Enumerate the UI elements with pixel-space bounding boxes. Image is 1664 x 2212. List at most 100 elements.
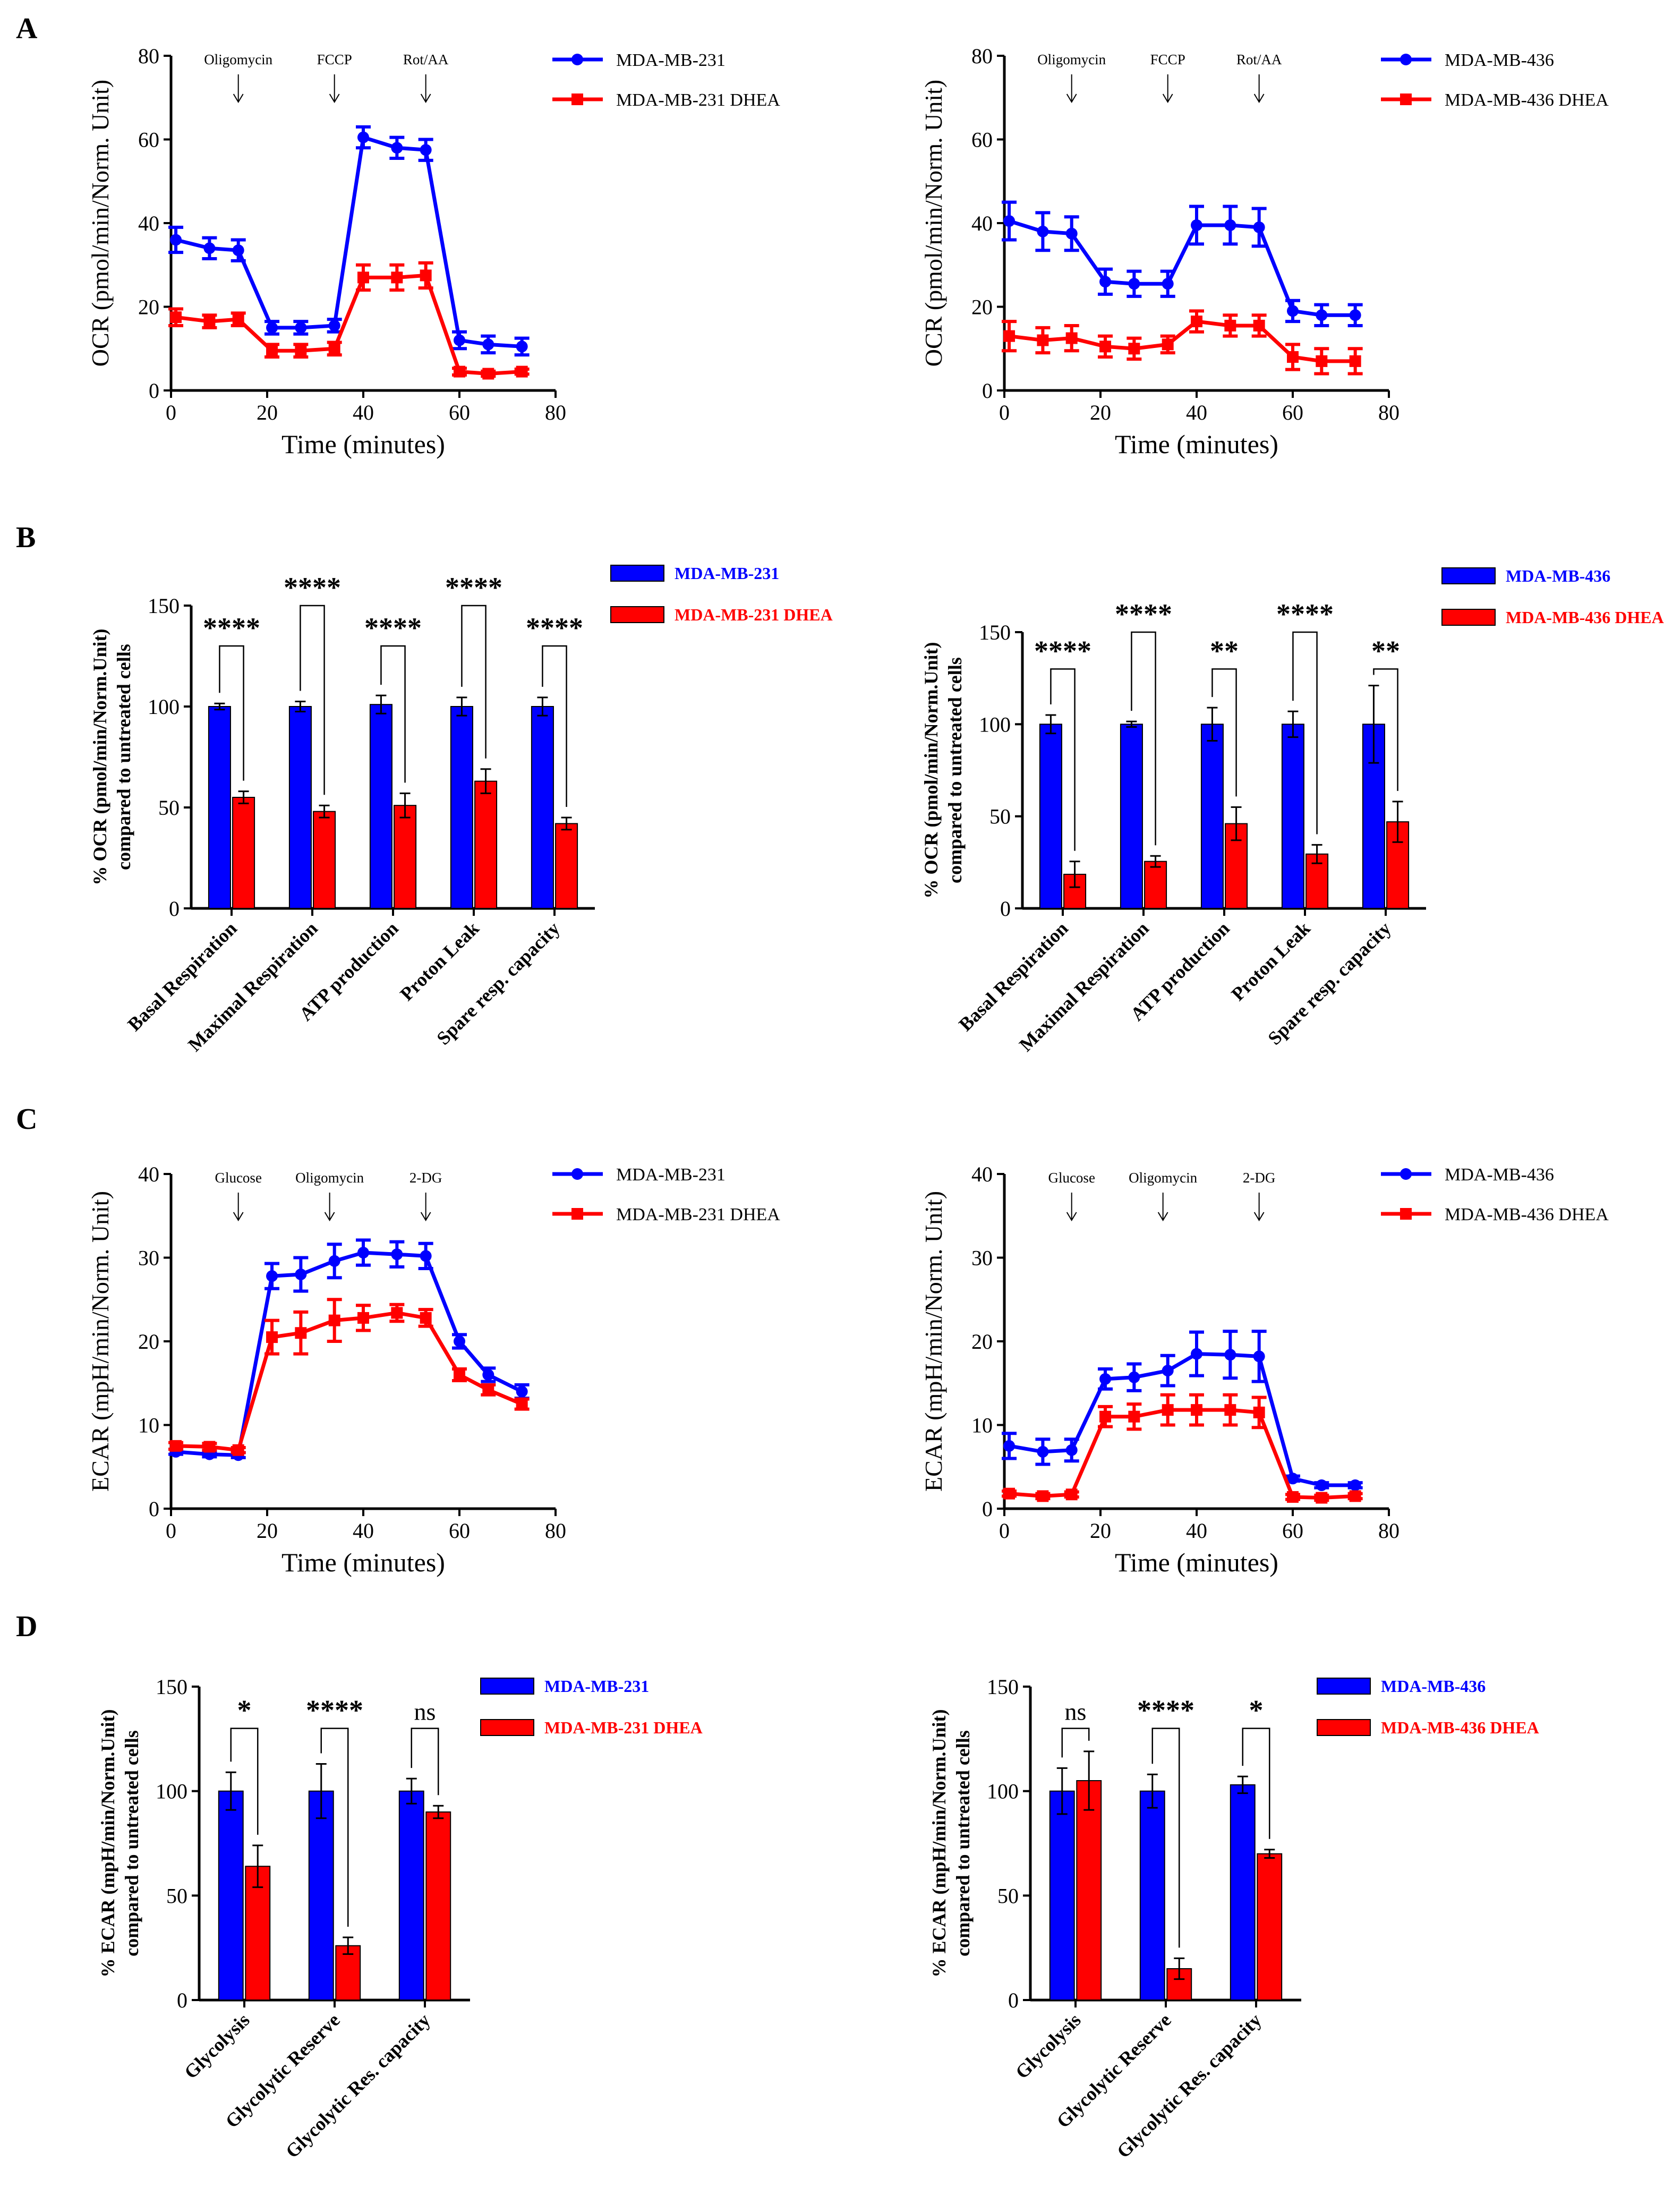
data-point: [1162, 338, 1174, 351]
panel-letter-a: A: [16, 12, 38, 45]
D2-y-tick-label: 0: [1008, 1988, 1019, 2012]
data-point: [1349, 1490, 1361, 1502]
A2-x-tick-label: 20: [1090, 401, 1111, 424]
significance-bracket: [1242, 1728, 1270, 1839]
data-point: [1003, 215, 1016, 227]
legend-marker: [1400, 1208, 1412, 1220]
B1-y-tick-label: 100: [148, 695, 180, 719]
bar-mda-mb-231-spare-resp-capacity: [531, 706, 554, 909]
significance-bracket: [1061, 1728, 1090, 1758]
data-point: [391, 271, 403, 284]
data-point: [1287, 1491, 1299, 1503]
legend-marker: [571, 1168, 583, 1180]
significance-label: *: [237, 1695, 252, 1726]
C1-x-tick-label: 60: [449, 1519, 470, 1543]
B2-y-tick-label: 100: [979, 712, 1011, 736]
data-point: [1162, 1365, 1174, 1377]
D1-y-tick-label: 50: [166, 1884, 187, 1908]
A2-y-tick-label: 60: [971, 128, 993, 152]
data-point: [454, 365, 465, 378]
A1-x-tick-label: 40: [353, 401, 374, 424]
annotation-2-dg: 2-DG: [1243, 1170, 1276, 1186]
annotation-arrow-head: [1253, 1212, 1265, 1221]
data-point: [454, 1335, 465, 1347]
B1-y-tick-label: 0: [169, 897, 180, 921]
data-point: [482, 1384, 494, 1396]
data-point: [1191, 1404, 1202, 1416]
D1-y-tick-label: 150: [156, 1675, 187, 1699]
A2-y-tick-label: 20: [971, 295, 993, 319]
data-point: [1037, 225, 1049, 237]
data-point: [1003, 1440, 1016, 1452]
data-point: [357, 131, 369, 143]
data-point: [1099, 1373, 1112, 1385]
legend-label-mda-mb-231: MDA-MB-231: [675, 564, 779, 583]
annotation-glucose: Glucose: [215, 1170, 261, 1186]
bar-mda-mb-436-glycolysis: [1049, 1790, 1075, 2001]
data-point: [1224, 1349, 1236, 1361]
A2-x-tick-label: 40: [1186, 401, 1207, 424]
bar-mda-mb-231-glycolysis: [218, 1790, 244, 2001]
data-point: [1316, 1479, 1328, 1491]
significance-label: ****: [284, 572, 341, 603]
data-point: [266, 1331, 278, 1343]
C2-y-tick-label: 20: [971, 1330, 993, 1354]
series-mda-mb-231: [168, 125, 530, 357]
data-point: [391, 1307, 403, 1319]
data-point: [1003, 330, 1016, 342]
data-point: [1128, 343, 1140, 355]
C2-y-tick-label: 40: [971, 1162, 993, 1186]
annotation-arrow-head: [1162, 93, 1173, 103]
B1-y-tick-label: 150: [148, 594, 180, 618]
C2-x-tick-label: 80: [1378, 1519, 1400, 1543]
D2-y-tick-label: 150: [987, 1675, 1019, 1699]
B2-y-axis-title-line-1: % OCR (pmol/min/Norm.Unit): [920, 642, 942, 899]
bar-mda-mb-436-proton-leak: [1281, 724, 1304, 909]
C1-y-axis-title: ECAR (mpH/min/Norm. Unit): [87, 1191, 114, 1492]
significance-label: ns: [414, 1698, 436, 1725]
B2-y-axis-title-line-2: compared to untreated cells: [944, 657, 966, 883]
panel-letter-c: C: [16, 1103, 37, 1136]
data-point: [328, 1314, 340, 1326]
legend-marker: [1400, 93, 1412, 105]
A1-y-tick-label: 0: [149, 379, 159, 403]
data-point: [1316, 309, 1328, 321]
data-point: [516, 341, 528, 353]
B2-y-tick-label: 150: [979, 620, 1011, 644]
C2-x-tick-label: 40: [1186, 1519, 1207, 1543]
bar-mda-mb-231-maximal-respiration: [288, 706, 312, 909]
A1-y-tick-label: 40: [138, 211, 159, 235]
data-point: [1349, 309, 1361, 321]
legend-label-mda-mb-436: MDA-MB-436: [1381, 1677, 1486, 1696]
significance-label: ****: [1034, 635, 1091, 667]
D2-y-tick-label: 50: [997, 1884, 1019, 1908]
significance-label: ****: [306, 1695, 363, 1726]
data-point: [1065, 1488, 1078, 1501]
chart-c1: 0 10 20 30 40 0 20 40 60 80 Time (minutes) ECAR (mp…: [87, 1162, 780, 1577]
data-point: [482, 368, 494, 380]
bar-mda-mb-231-dhea-proton-leak: [474, 780, 498, 909]
bar-mda-mb-231-dhea-spare-resp-capacity: [555, 823, 578, 909]
A2-x-tick-label: 60: [1282, 401, 1303, 424]
data-point: [1065, 332, 1078, 344]
data-point: [454, 1369, 465, 1381]
A1-x-tick-label: 0: [166, 401, 176, 424]
bar-mda-mb-436-glycolytic-res-capacity: [1230, 1784, 1256, 2001]
D2-y-tick-label: 100: [987, 1780, 1019, 1803]
legend-label-mda-mb-436: MDA-MB-436: [1445, 50, 1554, 70]
B2-y-tick-label: 0: [1000, 897, 1011, 921]
legend-swatch-mda-mb-436: [1441, 567, 1496, 584]
data-point: [1287, 351, 1299, 363]
data-point: [1316, 355, 1328, 367]
A1-y-tick-label: 20: [138, 295, 159, 319]
data-point: [295, 1327, 307, 1339]
D1-y-axis-title-line-1: % ECAR (mpH/min/Norm.Unit): [97, 1709, 118, 1978]
data-point: [1099, 341, 1112, 353]
A2-y-tick-label: 80: [971, 44, 993, 68]
C1-x-tick-label: 20: [257, 1519, 278, 1543]
C1-x-axis-title: Time (minutes): [281, 1547, 445, 1577]
significance-label: ****: [203, 612, 260, 644]
C1-x-tick-label: 40: [353, 1519, 374, 1543]
B1-y-axis-title-line-2: compared to untreated cells: [113, 644, 134, 870]
